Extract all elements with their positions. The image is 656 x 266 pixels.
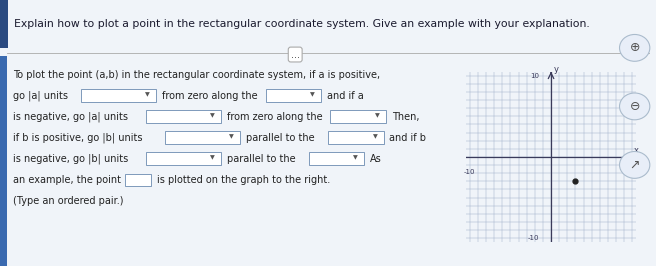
FancyBboxPatch shape <box>328 131 384 144</box>
Text: ⊖: ⊖ <box>629 100 640 113</box>
FancyBboxPatch shape <box>146 110 221 123</box>
Text: ▼: ▼ <box>145 93 150 98</box>
Text: parallel to the: parallel to the <box>245 133 314 143</box>
Text: ▼: ▼ <box>354 156 358 161</box>
FancyBboxPatch shape <box>165 131 240 144</box>
Text: ↗: ↗ <box>629 159 640 171</box>
Circle shape <box>619 35 650 61</box>
Text: is negative, go |a| units: is negative, go |a| units <box>13 111 129 122</box>
Text: ⊕: ⊕ <box>629 41 640 54</box>
Text: Explain how to plot a point in the rectangular coordinate system. Give an exampl: Explain how to plot a point in the recta… <box>14 19 590 29</box>
Circle shape <box>619 152 650 178</box>
Text: ▼: ▼ <box>210 114 215 119</box>
Text: and if a: and if a <box>327 91 364 101</box>
Text: if b is positive, go |b| units: if b is positive, go |b| units <box>13 132 143 143</box>
Text: parallel to the: parallel to the <box>226 154 295 164</box>
Text: As: As <box>370 154 382 164</box>
Text: y: y <box>554 65 558 74</box>
Circle shape <box>619 93 650 120</box>
Text: from zero along the: from zero along the <box>162 91 258 101</box>
Text: ▼: ▼ <box>310 93 315 98</box>
Text: is negative, go |b| units: is negative, go |b| units <box>13 153 129 164</box>
FancyBboxPatch shape <box>309 152 365 165</box>
Text: -10: -10 <box>527 235 539 241</box>
Text: ▼: ▼ <box>373 135 377 140</box>
Text: x: x <box>634 146 639 155</box>
FancyBboxPatch shape <box>125 174 151 186</box>
Text: go |a| units: go |a| units <box>13 90 68 101</box>
Text: an example, the point: an example, the point <box>13 175 121 185</box>
FancyBboxPatch shape <box>81 89 156 102</box>
Bar <box>0 56 7 266</box>
Text: (Type an ordered pair.): (Type an ordered pair.) <box>13 196 124 206</box>
Text: 10: 10 <box>530 73 539 79</box>
Text: Then,: Then, <box>392 112 419 122</box>
Text: is plotted on the graph to the right.: is plotted on the graph to the right. <box>157 175 331 185</box>
Text: 10: 10 <box>628 169 637 175</box>
Text: ▼: ▼ <box>210 156 215 161</box>
FancyBboxPatch shape <box>146 152 221 165</box>
FancyBboxPatch shape <box>331 110 386 123</box>
Bar <box>0 0 8 48</box>
Text: ▼: ▼ <box>229 135 234 140</box>
Text: ...: ... <box>291 49 300 60</box>
FancyBboxPatch shape <box>266 89 321 102</box>
Text: and if b: and if b <box>389 133 426 143</box>
Text: -10: -10 <box>464 169 476 175</box>
Text: from zero along the: from zero along the <box>226 112 322 122</box>
Text: To plot the point (a,b) in the rectangular coordinate system, if a is positive,: To plot the point (a,b) in the rectangul… <box>13 70 380 80</box>
Text: ▼: ▼ <box>375 114 380 119</box>
